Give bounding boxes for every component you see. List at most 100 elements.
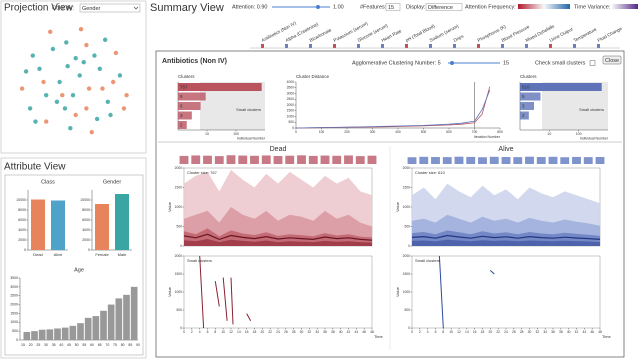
panel-title: Alive bbox=[498, 146, 513, 153]
point bbox=[89, 129, 94, 135]
point bbox=[54, 99, 60, 105]
x-tick-label: 24 bbox=[276, 330, 280, 334]
y-tick-label: 500 bbox=[12, 329, 18, 333]
count-bar bbox=[367, 155, 377, 164]
count-bar bbox=[560, 157, 570, 164]
features-input[interactable] bbox=[385, 3, 401, 11]
legend-label: Time Variance: bbox=[574, 4, 611, 10]
checkbox[interactable] bbox=[589, 60, 596, 66]
x-tick-label: 800 bbox=[497, 130, 503, 134]
feature-label[interactable]: Temperature bbox=[573, 26, 598, 43]
point bbox=[48, 29, 53, 35]
point bbox=[81, 60, 86, 65]
y-tick-label: 4000 bbox=[287, 80, 295, 84]
projection-panel bbox=[0, 0, 147, 154]
point bbox=[97, 66, 103, 72]
small-clusters: Small clusters bbox=[187, 258, 212, 263]
y-tick-label: 1500 bbox=[175, 272, 183, 276]
display-select[interactable] bbox=[425, 3, 463, 11]
y-tick-label: 1500 bbox=[175, 185, 183, 189]
point bbox=[62, 106, 68, 111]
slider-knob[interactable] bbox=[450, 61, 454, 65]
color-by-select[interactable] bbox=[79, 3, 141, 13]
attention-label: Attention: 0.90 bbox=[232, 4, 267, 10]
cluster-size: Cluster size: 767 bbox=[187, 170, 218, 175]
feature-marker bbox=[501, 44, 504, 48]
y-tick-label: 3000 bbox=[10, 285, 18, 289]
point bbox=[27, 106, 33, 111]
axis-label: Individual Number bbox=[237, 136, 266, 140]
count-bar bbox=[501, 157, 511, 164]
x-tick-label: 16 bbox=[473, 330, 477, 334]
feature-marker bbox=[333, 44, 336, 48]
point bbox=[44, 119, 49, 124]
y-tick-label: 0 bbox=[408, 326, 410, 330]
close-button[interactable] bbox=[602, 55, 622, 65]
x-tick-label: Dead bbox=[33, 252, 43, 257]
y-tick-label: 500 bbox=[404, 308, 410, 312]
point bbox=[60, 93, 65, 98]
count-bar bbox=[466, 156, 476, 164]
y-tick-label: 1500 bbox=[403, 272, 411, 276]
count-bar bbox=[250, 155, 259, 164]
x-tick-label: 4 bbox=[199, 330, 201, 334]
count-bar bbox=[191, 155, 201, 164]
feature-label[interactable]: Fluid Change bbox=[597, 26, 623, 43]
x-tick-label: 22 bbox=[496, 330, 500, 334]
bar bbox=[520, 111, 529, 120]
y-tick-label: 2000 bbox=[10, 302, 18, 306]
y-tick-label: 1000 bbox=[175, 205, 183, 209]
y-tick-label: 0 bbox=[408, 244, 410, 248]
x-tick-label: 30 bbox=[44, 343, 48, 347]
axis-label: Value bbox=[167, 201, 172, 212]
x-tick-label: 26 bbox=[284, 330, 288, 334]
display-value: Difference bbox=[428, 5, 453, 11]
y-tick-label: 1500 bbox=[403, 185, 411, 189]
count-bar bbox=[273, 156, 283, 164]
count-bar bbox=[513, 157, 523, 164]
y-tick-label: 2500 bbox=[10, 294, 18, 298]
point bbox=[77, 73, 82, 78]
point bbox=[92, 53, 97, 58]
point bbox=[68, 126, 73, 131]
x-tick-label: 400 bbox=[395, 130, 401, 134]
bar bbox=[178, 102, 201, 110]
x-tick-label: 10 bbox=[449, 330, 453, 334]
feature-label[interactable]: Heart Rate bbox=[381, 28, 403, 43]
x-tick-label: 40 bbox=[567, 330, 571, 334]
point bbox=[65, 63, 70, 69]
check-label: Check small clusters bbox=[535, 60, 586, 66]
x-tick-label: 8 bbox=[214, 330, 216, 334]
bar bbox=[77, 323, 84, 340]
y-tick-label: 1000 bbox=[403, 290, 411, 294]
x-tick-label: 10 bbox=[547, 132, 551, 136]
y-tick-label: 500 bbox=[404, 224, 410, 228]
x-tick-label: 28 bbox=[520, 330, 524, 334]
x-tick-label: 14 bbox=[237, 330, 241, 334]
count-bar bbox=[355, 156, 365, 164]
count-bar bbox=[478, 157, 487, 164]
feature-marker bbox=[597, 44, 600, 48]
point bbox=[86, 86, 92, 91]
slider-knob[interactable] bbox=[316, 5, 320, 9]
bar bbox=[69, 325, 77, 340]
x-tick-label: 45 bbox=[67, 343, 71, 347]
x-tick-label: 46 bbox=[362, 330, 366, 334]
line bbox=[295, 86, 491, 129]
chart-title: Gender bbox=[103, 179, 122, 185]
count-bar bbox=[285, 155, 295, 164]
point bbox=[113, 50, 119, 56]
x-tick-label: 6 bbox=[207, 330, 209, 334]
bar bbox=[178, 111, 192, 120]
small-cluster-line bbox=[438, 255, 495, 329]
note: Small clusters bbox=[579, 107, 604, 112]
x-tick-label: 600 bbox=[446, 130, 452, 134]
x-tick-label: 16 bbox=[245, 330, 249, 334]
count-bar bbox=[344, 155, 353, 164]
feature-label[interactable]: Drips bbox=[453, 33, 465, 43]
value-label: 9 bbox=[180, 94, 183, 99]
feature-marker bbox=[357, 44, 360, 48]
x-tick-label: Male bbox=[118, 252, 127, 257]
value-label: 3 bbox=[180, 113, 183, 118]
x-tick-label: 25 bbox=[36, 343, 40, 347]
